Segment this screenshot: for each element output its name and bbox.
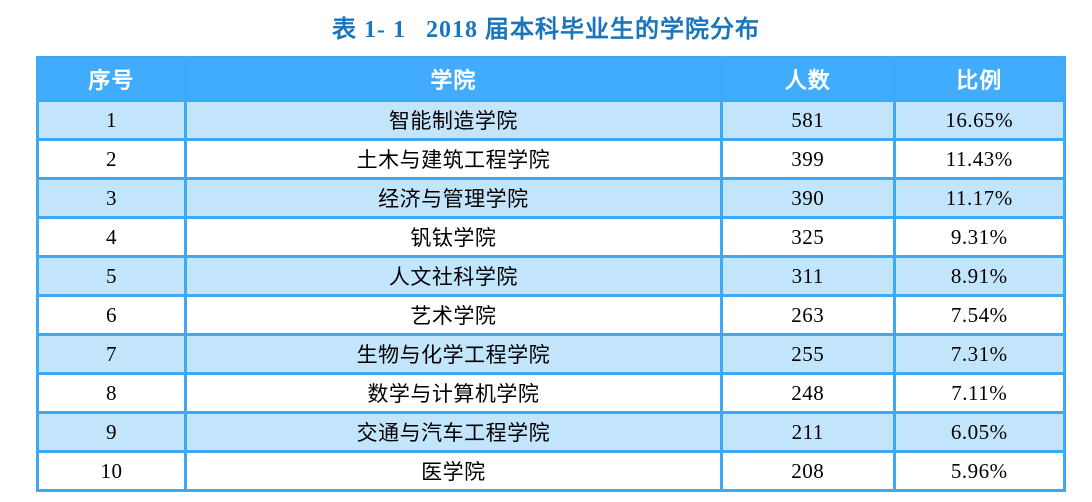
table-row: 6 艺术学院 263 7.54%	[36, 294, 1067, 336]
cell-count: 399	[719, 138, 896, 180]
cell-count: 390	[719, 177, 896, 219]
cell-ratio: 11.43%	[892, 138, 1067, 180]
column-header-count: 人数	[719, 56, 896, 102]
cell-count: 581	[719, 99, 896, 141]
cell-count: 311	[719, 255, 896, 297]
cell-ratio: 5.96%	[892, 450, 1067, 492]
column-header-index: 序号	[36, 56, 187, 102]
table-caption-number: 表 1- 1	[332, 17, 406, 43]
cell-count: 248	[719, 372, 896, 414]
cell-college: 生物与化学工程学院	[183, 333, 723, 375]
table-row: 10 医学院 208 5.96%	[36, 450, 1067, 492]
column-header-ratio: 比例	[892, 56, 1067, 102]
cell-index: 9	[36, 411, 187, 453]
table-row: 2 土木与建筑工程学院 399 11.43%	[36, 138, 1067, 180]
table-row: 3 经济与管理学院 390 11.17%	[36, 177, 1067, 219]
cell-ratio: 9.31%	[892, 216, 1067, 258]
cell-college: 交通与汽车工程学院	[183, 411, 723, 453]
cell-ratio: 6.05%	[892, 411, 1067, 453]
cell-ratio: 16.65%	[892, 99, 1067, 141]
cell-college: 经济与管理学院	[183, 177, 723, 219]
cell-index: 8	[36, 372, 187, 414]
cell-index: 3	[36, 177, 187, 219]
cell-college: 艺术学院	[183, 294, 723, 336]
column-header-college: 学院	[183, 56, 723, 102]
table-caption-title: 2018 届本科毕业生的学院分布	[426, 17, 760, 43]
table-header-row: 序号 学院 人数 比例	[36, 56, 1067, 102]
table-row: 1 智能制造学院 581 16.65%	[36, 99, 1067, 141]
cell-index: 5	[36, 255, 187, 297]
table-row: 5 人文社科学院 311 8.91%	[36, 255, 1067, 297]
cell-count: 208	[719, 450, 896, 492]
cell-index: 10	[36, 450, 187, 492]
cell-college: 数学与计算机学院	[183, 372, 723, 414]
cell-ratio: 7.11%	[892, 372, 1067, 414]
cell-ratio: 7.54%	[892, 294, 1067, 336]
cell-count: 325	[719, 216, 896, 258]
cell-ratio: 11.17%	[892, 177, 1067, 219]
cell-index: 4	[36, 216, 187, 258]
cell-ratio: 8.91%	[892, 255, 1067, 297]
cell-index: 6	[36, 294, 187, 336]
cell-college: 人文社科学院	[183, 255, 723, 297]
cell-college: 土木与建筑工程学院	[183, 138, 723, 180]
cell-index: 7	[36, 333, 187, 375]
table-row: 7 生物与化学工程学院 255 7.31%	[36, 333, 1067, 375]
college-distribution-table: 序号 学院 人数 比例 1 智能制造学院 581 16.65% 2 土木与建筑工程学院 399 11…	[36, 56, 1067, 492]
cell-count: 255	[719, 333, 896, 375]
cell-count: 263	[719, 294, 896, 336]
table-caption: 表 1- 1 2018 届本科毕业生的学院分布	[0, 9, 1092, 44]
cell-college: 智能制造学院	[183, 99, 723, 141]
cell-college: 医学院	[183, 450, 723, 492]
table-row: 9 交通与汽车工程学院 211 6.05%	[36, 411, 1067, 453]
cell-college: 钒钛学院	[183, 216, 723, 258]
cell-index: 2	[36, 138, 187, 180]
table-row: 4 钒钛学院 325 9.31%	[36, 216, 1067, 258]
table-row: 8 数学与计算机学院 248 7.11%	[36, 372, 1067, 414]
cell-count: 211	[719, 411, 896, 453]
cell-index: 1	[36, 99, 187, 141]
table-body: 1 智能制造学院 581 16.65% 2 土木与建筑工程学院 399 11.43% 3 经济与管…	[36, 99, 1067, 492]
cell-ratio: 7.31%	[892, 333, 1067, 375]
